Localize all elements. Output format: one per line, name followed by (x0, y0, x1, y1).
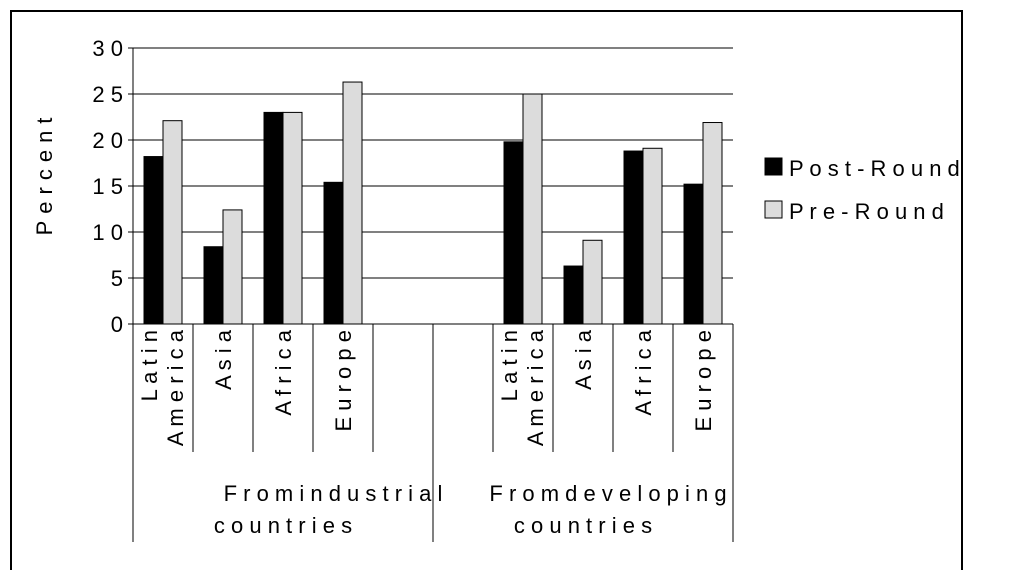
bar (702, 122, 723, 325)
category-label: E u r o p e (691, 330, 716, 432)
bar (582, 239, 603, 325)
group-label: c o u n t r i e s (214, 513, 352, 538)
group-labels: F r o m i n d u s t r i a l c o u n t r i… (214, 481, 727, 538)
legend: P o s t - R o u n d P r e - R o u n d (764, 156, 960, 224)
bar (623, 150, 644, 325)
bars (143, 81, 723, 325)
group-label: F r o m i n d u s t r i a l (224, 481, 443, 506)
bar (642, 147, 663, 325)
category-label: L a t i n (137, 330, 162, 401)
bar (503, 141, 524, 325)
bar (263, 111, 284, 325)
category-label: A m e r i c a (523, 329, 548, 446)
bar (683, 183, 704, 325)
legend-label: P o s t - R o u n d (789, 156, 960, 181)
category-label: A s i a (571, 329, 596, 390)
category-label: A m e r i c a (163, 329, 188, 446)
category-label: E u r o p e (331, 330, 356, 432)
category-label: A s i a (211, 329, 236, 390)
bar (282, 111, 303, 325)
bar (222, 209, 243, 325)
category-label: A f r i c a (631, 329, 656, 415)
y-tick-label: 2 0 (92, 128, 123, 153)
bar (522, 93, 543, 325)
legend-label: P r e - R o u n d (789, 199, 944, 224)
y-tick-labels: 0 5 1 0 1 5 2 0 2 5 3 0 (92, 36, 123, 337)
bar (203, 246, 224, 325)
y-tick-label: 0 (111, 312, 123, 337)
axes (128, 47, 734, 542)
category-label: A f r i c a (271, 329, 296, 415)
bar (342, 81, 363, 325)
y-axis-label: Percent (32, 111, 57, 236)
category-label: L a t i n (497, 330, 522, 401)
legend-swatch (764, 200, 783, 219)
bar (563, 265, 584, 325)
y-tick-label: 5 (111, 266, 123, 291)
group-label: F r o m d e v e l o p i n g (489, 481, 726, 506)
group-label: c o u n t r i e s (514, 513, 652, 538)
y-tick-label: 3 0 (92, 36, 123, 61)
bar (323, 181, 344, 325)
y-tick-label: 1 0 (92, 220, 123, 245)
bar (162, 120, 183, 325)
y-tick-label: 2 5 (92, 82, 123, 107)
legend-swatch (764, 157, 783, 176)
chart-frame (10, 10, 963, 570)
y-tick-label: 1 5 (92, 174, 123, 199)
bar (143, 156, 164, 325)
